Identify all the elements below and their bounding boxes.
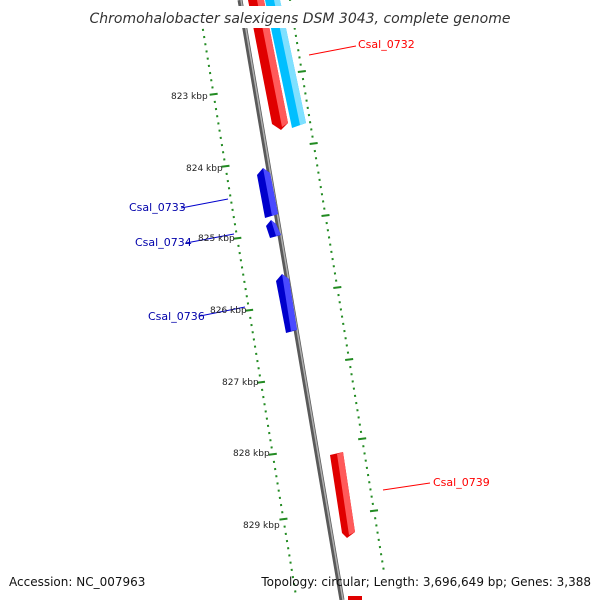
scale-label-827: 827 kbp xyxy=(222,378,259,388)
gene-glyph-Csal_0734[interactable] xyxy=(266,220,281,238)
scale-tick xyxy=(209,92,218,96)
scale-label-823: 823 kbp xyxy=(171,92,208,102)
gene-glyph-rna[interactable] xyxy=(265,0,306,128)
leader-line-Csal_0739 xyxy=(382,482,431,491)
scale-tick xyxy=(309,142,318,145)
gene-label-Csal_0736[interactable]: Csal_0736 xyxy=(148,310,205,323)
scale-label-824: 824 kbp xyxy=(186,164,223,174)
leader-line-Csal_0733 xyxy=(180,198,229,209)
map-title: Chromohalobacter salexigens DSM 3043, co… xyxy=(90,11,511,27)
scale-tick xyxy=(333,286,342,289)
genome-summary-text: Topology: circular; Length: 3,696,649 bp… xyxy=(260,575,591,589)
gene-glyph-Csal_0732[interactable] xyxy=(248,0,288,130)
scale-tick xyxy=(256,380,266,384)
scale-tick xyxy=(268,452,277,456)
accession-text: Accession: NC_007963 xyxy=(9,575,145,589)
scale-tick xyxy=(345,358,354,361)
gene-label-Csal_0732[interactable]: Csal_0732 xyxy=(358,38,415,51)
leader-line-Csal_0734 xyxy=(185,233,235,244)
scale-tick xyxy=(358,437,367,441)
gene-label-Csal_0739[interactable]: Csal_0739 xyxy=(433,476,490,489)
gene-label-Csal_0733[interactable]: Csal_0733 xyxy=(129,201,186,214)
scale-tick xyxy=(245,308,254,312)
scale-tick xyxy=(233,236,242,240)
scale-label-829: 829 kbp xyxy=(243,521,280,531)
scale-tick xyxy=(321,214,330,217)
scale-tick xyxy=(369,509,379,513)
gene-label-Csal_0734[interactable]: Csal_0734 xyxy=(135,236,192,249)
leader-line-Csal_0736 xyxy=(199,306,246,317)
scale-tick xyxy=(279,517,288,521)
gene-glyph-Csal_0739[interactable] xyxy=(330,452,355,538)
inner-scale-ring xyxy=(201,28,297,593)
scale-label-828: 828 kbp xyxy=(233,449,270,459)
leader-line-Csal_0732 xyxy=(308,45,357,56)
title-backdrop xyxy=(92,6,508,28)
scale-tick xyxy=(221,164,230,168)
outer-scale-ring xyxy=(289,0,385,570)
scale-tick xyxy=(297,70,306,73)
gene-glyph-Csal_0733[interactable] xyxy=(257,168,278,218)
gene-glyph-Csal_0736[interactable] xyxy=(276,274,297,333)
scale-label-826: 826 kbp xyxy=(210,306,247,316)
gene-glyph-partial[interactable] xyxy=(348,596,362,600)
scale-label-825: 825 kbp xyxy=(198,234,235,244)
